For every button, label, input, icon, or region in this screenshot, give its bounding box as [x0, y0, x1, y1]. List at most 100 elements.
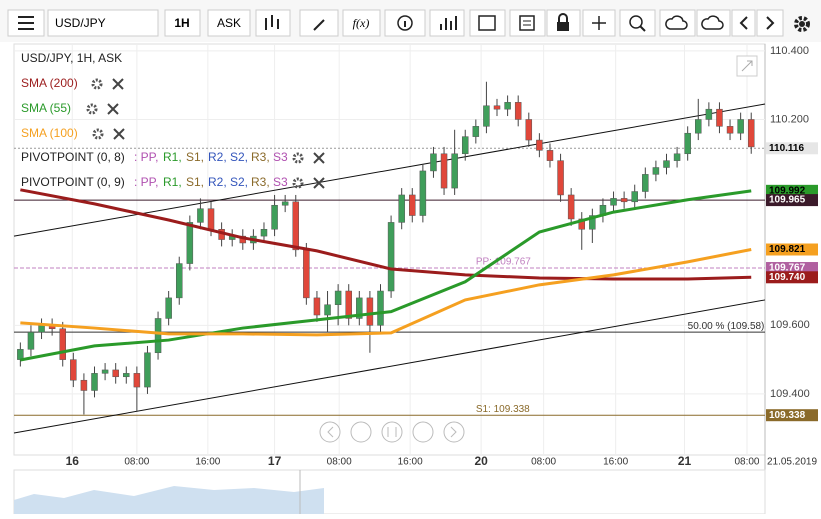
legend-title: USD/JPY, 1H, ASK	[21, 51, 122, 65]
candle-body	[610, 198, 617, 206]
candle-body	[695, 119, 702, 134]
menu-button[interactable]	[7, 9, 45, 37]
pivot-item: S1,	[186, 175, 204, 189]
draw-button[interactable]	[299, 9, 339, 37]
candle-body	[101, 369, 109, 374]
price-tag	[766, 262, 818, 275]
price-tag-label: 109.338	[769, 410, 806, 421]
crosshair-button[interactable]	[582, 9, 616, 37]
candle-body	[366, 297, 374, 326]
gear-icon	[292, 177, 304, 189]
candle-body	[567, 194, 575, 220]
pivot-item: : PP,	[134, 150, 158, 164]
candle-body	[38, 325, 45, 333]
y-tick-label: 109.400	[770, 388, 810, 400]
x-tick-label: 16	[66, 454, 80, 468]
x-tick-label: 08:00	[124, 457, 149, 468]
x-tick-label: 08:00	[531, 457, 556, 468]
candle-body	[281, 201, 289, 206]
candle-body	[324, 304, 331, 316]
back-button[interactable]	[731, 9, 756, 37]
candle-body	[144, 352, 151, 388]
calendar-button[interactable]	[469, 9, 506, 37]
pivot-item: S3	[273, 150, 288, 164]
candle-body	[387, 222, 395, 292]
price-tag-label: 109.821	[769, 244, 806, 255]
forward-button[interactable]	[756, 9, 784, 37]
legend-controls[interactable]	[92, 128, 125, 140]
price-tag-label: 109.740	[769, 272, 806, 283]
gear-icon	[292, 152, 304, 164]
candle-body	[716, 108, 723, 127]
candle-body	[652, 167, 660, 175]
candle-body	[345, 290, 352, 319]
y-tick-label: 110.200	[770, 113, 809, 125]
chart-type-button[interactable]	[255, 9, 291, 37]
pivot-item: S2,	[230, 150, 248, 164]
pivot-item: S1,	[186, 150, 204, 164]
pivot-item: R3,	[251, 150, 270, 164]
pivot-item: : PP,	[134, 175, 158, 189]
candle-body	[154, 318, 162, 354]
info-button[interactable]	[384, 9, 426, 37]
pivot-item: R2,	[208, 150, 227, 164]
expand-icon[interactable]	[736, 55, 758, 77]
x-tick-label: 16:00	[195, 457, 220, 468]
pivot-item: S3	[273, 175, 288, 189]
news-button[interactable]	[509, 9, 546, 37]
candle-body	[451, 153, 458, 189]
price-tag-label: 109.767	[769, 263, 806, 274]
close-icon	[107, 103, 119, 115]
candle-body	[398, 194, 405, 223]
legend-controls[interactable]	[292, 152, 325, 164]
candle-body	[313, 297, 321, 316]
symbol-input[interactable]: USD/JPY	[47, 9, 159, 37]
candle-body	[631, 191, 638, 203]
zoom-controls[interactable]	[319, 421, 465, 443]
candle-body	[472, 126, 480, 137]
candle-body	[303, 249, 310, 299]
settings-button[interactable]	[794, 16, 810, 32]
legend-entry: PIVOTPOINT (0, 9)	[21, 175, 125, 189]
legend-controls[interactable]	[86, 103, 119, 115]
interval-button[interactable]: 1H	[164, 9, 201, 37]
x-tick-label: 17	[268, 454, 282, 468]
side-button[interactable]: ASK	[207, 9, 251, 37]
candle-body	[260, 229, 268, 237]
candle-body	[589, 215, 596, 230]
close-icon	[313, 177, 325, 189]
candle-body	[705, 108, 713, 120]
fx-text: f(x)	[353, 16, 370, 30]
candle-body	[663, 160, 670, 168]
pivot-item: S2,	[230, 175, 248, 189]
pivot-item: R3,	[251, 175, 270, 189]
candle-body	[525, 119, 533, 141]
close-icon	[112, 78, 124, 90]
interval-text: 1H	[174, 16, 189, 30]
zoom-button[interactable]	[619, 9, 656, 37]
candle-body	[557, 160, 564, 196]
candle-body	[620, 198, 628, 203]
candle-body	[197, 208, 204, 223]
level-label: PP: 109.767	[476, 257, 531, 268]
candle-body	[292, 201, 300, 251]
candle-body	[91, 373, 98, 391]
candle-body	[356, 297, 363, 319]
download-button[interactable]	[696, 9, 731, 37]
gear-icon	[91, 78, 103, 90]
upload-button[interactable]	[659, 9, 696, 37]
price-tag	[766, 409, 818, 422]
lock-button[interactable]	[546, 9, 581, 37]
legend-controls[interactable]	[292, 177, 325, 189]
candle-body	[493, 105, 501, 110]
price-tag	[766, 142, 818, 155]
candle-body	[165, 297, 172, 319]
indicator-button[interactable]: f(x)	[342, 9, 381, 37]
candle-body	[536, 139, 543, 151]
candle-body	[684, 132, 691, 155]
price-tag	[766, 243, 818, 256]
volume-button[interactable]	[429, 9, 465, 37]
price-tag	[766, 184, 818, 197]
legend-controls[interactable]	[91, 78, 124, 90]
pivot-item: R1,	[163, 150, 182, 164]
